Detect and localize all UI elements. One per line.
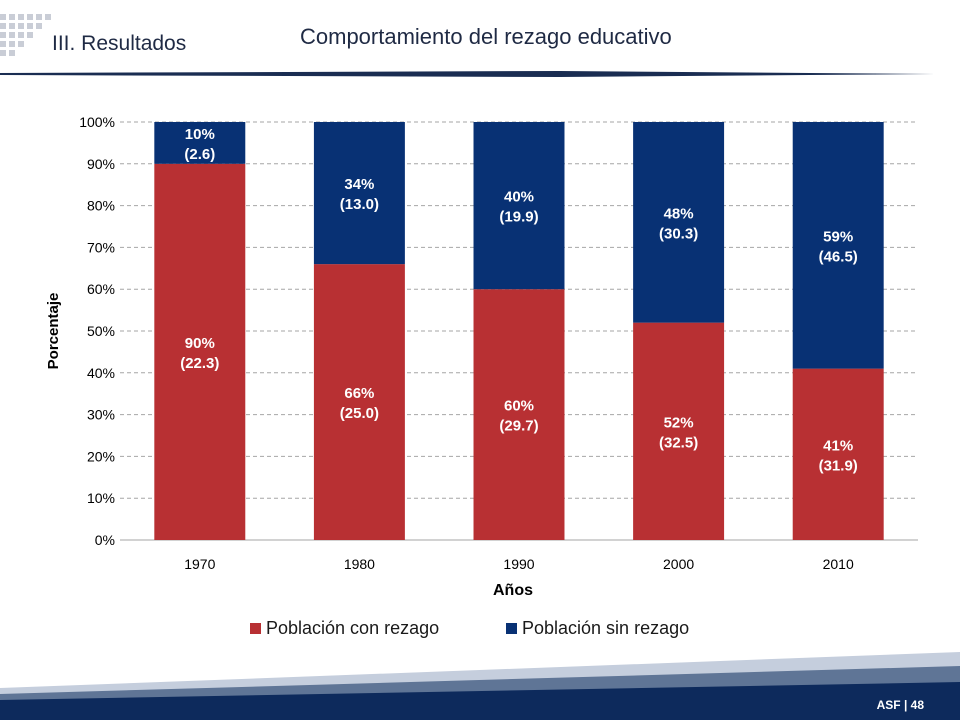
y-tick-label: 0% bbox=[95, 532, 115, 548]
y-tick-label: 80% bbox=[87, 198, 115, 214]
legend-label: Población con rezago bbox=[266, 618, 439, 638]
data-label: 34% (13.0) bbox=[340, 176, 379, 213]
data-label-line: (46.5) bbox=[819, 248, 858, 265]
data-label-line: 66% bbox=[344, 385, 374, 402]
data-label-line: (32.5) bbox=[659, 434, 698, 451]
data-label-line: (22.3) bbox=[180, 355, 219, 372]
data-label-line: 59% bbox=[823, 228, 853, 245]
y-tick-label: 40% bbox=[87, 365, 115, 381]
y-tick-label: 100% bbox=[79, 114, 115, 130]
bar-segment bbox=[313, 264, 405, 540]
data-label: 59% (46.5) bbox=[819, 228, 858, 265]
y-tick-label: 50% bbox=[87, 323, 115, 339]
data-label-line: (2.6) bbox=[184, 146, 215, 163]
data-label-line: 10% bbox=[185, 126, 215, 143]
y-tick-label: 20% bbox=[87, 448, 115, 464]
data-label: 10% (2.6) bbox=[184, 126, 215, 163]
bar-segment bbox=[473, 289, 565, 540]
data-label: 40% (19.9) bbox=[499, 189, 538, 226]
data-label-line: (13.0) bbox=[340, 196, 379, 213]
x-axis-title: Años bbox=[493, 582, 533, 599]
data-label-line: 34% bbox=[344, 176, 374, 193]
data-label: 90% (22.3) bbox=[180, 335, 219, 372]
data-label: 60% (29.7) bbox=[499, 398, 538, 435]
bar-segment bbox=[633, 122, 725, 323]
data-label-line: 60% bbox=[504, 398, 534, 415]
decorative-dots-icon bbox=[0, 14, 51, 56]
data-label: 66% (25.0) bbox=[340, 385, 379, 422]
footer-band bbox=[0, 652, 960, 720]
y-axis-title: Porcentaje bbox=[45, 293, 62, 370]
data-label: 41% (31.9) bbox=[819, 437, 858, 474]
y-tick-label: 30% bbox=[87, 407, 115, 423]
bar-segment bbox=[473, 122, 565, 290]
title-rule bbox=[0, 71, 935, 77]
data-label-line: (19.9) bbox=[499, 209, 538, 226]
page-number: ASF | 48 bbox=[876, 698, 924, 712]
bar-segment bbox=[154, 122, 246, 164]
slide-title: Comportamiento del rezago educativo bbox=[300, 24, 672, 49]
data-label-line: (30.3) bbox=[659, 225, 698, 242]
section-title: III. Resultados bbox=[52, 32, 187, 55]
y-tick-label: 90% bbox=[87, 156, 115, 172]
bar-segment bbox=[633, 322, 725, 540]
y-tick-label: 10% bbox=[87, 490, 115, 506]
data-label: 48% (30.3) bbox=[659, 205, 698, 242]
legend-swatch bbox=[506, 623, 517, 634]
bar-segment bbox=[792, 122, 884, 369]
y-tick-label: 70% bbox=[87, 239, 115, 255]
legend-swatch bbox=[250, 623, 261, 634]
x-tick-label: 1980 bbox=[344, 556, 375, 572]
data-label-line: 41% bbox=[823, 437, 853, 454]
bar-segment bbox=[313, 122, 405, 265]
x-tick-label: 2000 bbox=[663, 556, 694, 572]
y-tick-label: 60% bbox=[87, 281, 115, 297]
data-label-line: 90% bbox=[185, 335, 215, 352]
x-tick-label: 1970 bbox=[184, 556, 215, 572]
x-tick-label: 1990 bbox=[503, 556, 534, 572]
x-tick-label: 2010 bbox=[823, 556, 854, 572]
data-label: 52% (32.5) bbox=[659, 414, 698, 451]
data-label-line: (25.0) bbox=[340, 405, 379, 422]
data-label-line: (31.9) bbox=[819, 457, 858, 474]
data-label-line: 40% bbox=[504, 189, 534, 206]
data-label-line: 52% bbox=[664, 414, 694, 431]
data-label-line: 48% bbox=[664, 205, 694, 222]
data-label-line: (29.7) bbox=[499, 418, 538, 435]
legend-label: Población sin rezago bbox=[522, 618, 689, 638]
bar-segment bbox=[792, 368, 884, 540]
bar-segment bbox=[154, 163, 246, 541]
